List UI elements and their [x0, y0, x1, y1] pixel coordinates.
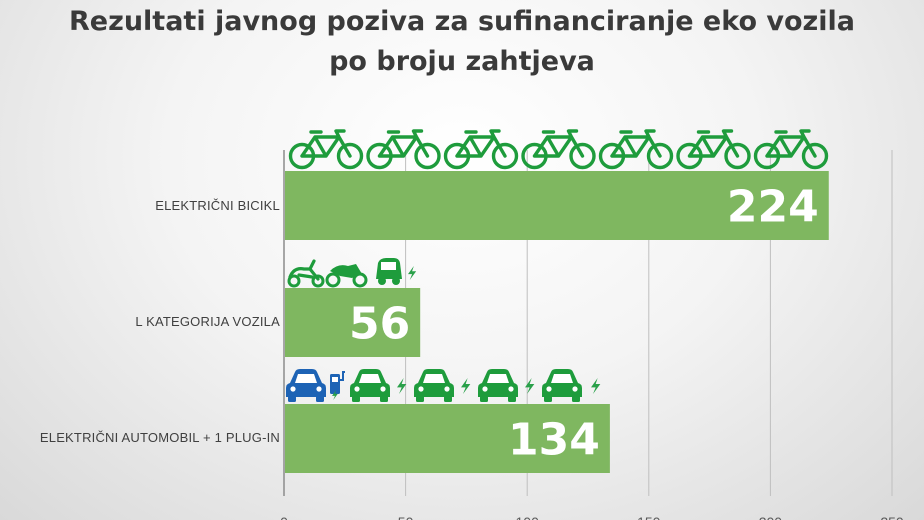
bolt-shape — [332, 390, 338, 400]
car-wheel — [572, 396, 580, 402]
car-headlight — [418, 386, 424, 392]
bar-value-label: 224 — [727, 182, 819, 233]
bicycle-icon — [366, 129, 441, 170]
bar — [285, 171, 829, 240]
bicycle-frame — [687, 129, 740, 158]
bar-value-label: 56 — [349, 299, 410, 350]
car-wheel — [316, 396, 324, 402]
x-tick-label: 150 — [637, 514, 661, 520]
car-headlight — [316, 386, 322, 392]
plug-in-charger-icon — [330, 371, 345, 400]
scooter-frame — [288, 259, 320, 281]
category-label-l-category-vehicles: L KATEGORIJA VOZILA — [135, 314, 280, 329]
car-headlight — [546, 386, 552, 392]
car-headlight — [572, 386, 578, 392]
car-wheel — [508, 396, 516, 402]
car-headlight — [380, 386, 386, 392]
bicycle-wheel — [646, 142, 674, 170]
car-wheel — [444, 396, 452, 402]
bicycle-frame — [765, 129, 817, 158]
motorcycle-body — [330, 264, 362, 278]
car-headlight — [444, 386, 450, 392]
bolt-shape — [525, 378, 535, 394]
car-icon — [414, 369, 454, 402]
bicycle-frame — [610, 129, 662, 158]
x-tick-label: 200 — [759, 514, 783, 520]
bar — [285, 288, 421, 357]
car-wheel — [416, 396, 424, 402]
bolt-shape — [461, 378, 471, 394]
scooter-wheel — [287, 274, 301, 288]
bicycle-icon — [443, 129, 519, 170]
car-wheel — [352, 396, 360, 402]
bicycle-wheel — [569, 142, 596, 170]
bicycle-icon — [676, 129, 751, 170]
car-window — [487, 374, 509, 383]
bolt-shape — [591, 378, 601, 394]
bar — [285, 404, 610, 473]
bicycle-icon — [521, 129, 596, 170]
pictogram-row-electric-bicycle — [288, 129, 829, 170]
motorcycle-icon — [325, 264, 368, 288]
bolt-icon — [525, 378, 535, 394]
bolt-icon — [408, 266, 417, 280]
microcar-icon — [376, 258, 402, 285]
car-headlight — [290, 386, 296, 392]
bicycle-icon — [288, 129, 364, 170]
microcar-wheel — [378, 277, 386, 285]
car-headlight — [482, 386, 488, 392]
x-tick-label: 250 — [880, 514, 904, 520]
charger-cable — [340, 371, 345, 381]
bicycle-wheel — [336, 142, 364, 170]
x-tick-label: 0 — [280, 514, 288, 520]
bicycle-icon — [598, 129, 674, 170]
chart-title-line-2: po broju zahtjeva — [329, 46, 595, 77]
pictogram-row-electric-car — [286, 369, 601, 402]
car-icon — [542, 369, 582, 402]
bicycle-frame — [532, 129, 585, 158]
car-icon — [478, 369, 518, 402]
bolt-icon — [461, 378, 471, 394]
bicycle-frame — [377, 129, 430, 158]
scooter-icon — [287, 259, 325, 288]
blue-car-icon — [286, 369, 326, 402]
microcar-wheel — [392, 277, 400, 285]
bar-value-label: 134 — [508, 415, 600, 466]
car-headlight — [354, 386, 360, 392]
chart-title-line-1: Rezultati javnog poziva za sufinanciranj… — [69, 6, 855, 37]
microcar-window — [381, 262, 396, 270]
bicycle-frame — [455, 129, 507, 158]
bicycle-wheel — [414, 142, 441, 170]
bicycle-icon — [753, 129, 829, 170]
category-label-electric-bicycle: ELEKTRIČNI BICIKL — [155, 198, 280, 213]
bicycle-wheel — [801, 142, 829, 170]
car-wheel — [544, 396, 552, 402]
car-window — [423, 374, 445, 383]
charger-screen — [332, 377, 338, 382]
x-tick-label: 100 — [516, 514, 540, 520]
bicycle-wheel — [724, 142, 751, 170]
car-wheel — [288, 396, 296, 402]
scooter-wheel — [311, 274, 325, 288]
car-window — [551, 374, 573, 383]
car-icon — [350, 369, 390, 402]
car-wheel — [380, 396, 388, 402]
car-wheel — [480, 396, 488, 402]
bolt-shape — [397, 378, 407, 394]
bolt-icon — [591, 378, 601, 394]
car-headlight — [508, 386, 514, 392]
bolt-icon — [397, 378, 407, 394]
bicycle-frame — [300, 129, 352, 158]
pictogram-row-l-category — [287, 258, 417, 288]
car-window — [295, 374, 317, 383]
bolt-shape — [408, 266, 417, 280]
bicycle-wheel — [491, 142, 519, 170]
x-tick-label: 50 — [398, 514, 414, 520]
car-window — [359, 374, 381, 383]
motorcycle-wheel — [325, 272, 341, 288]
category-label-electric-car-plug-in: ELEKTRIČNI AUTOMOBIL + 1 PLUG-IN — [39, 430, 280, 445]
